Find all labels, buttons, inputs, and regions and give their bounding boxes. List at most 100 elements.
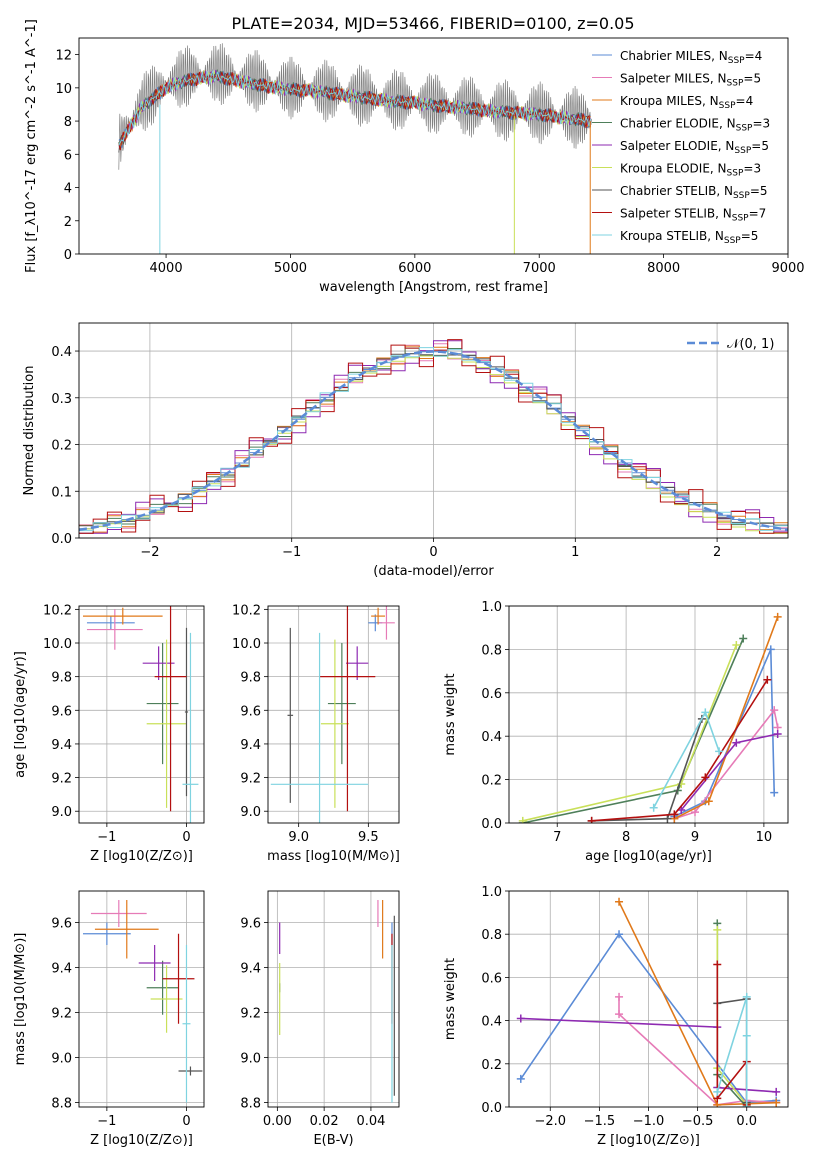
panel-residual-histogram: −2 −1 0 1 2 0.0 0.1 0.2 0.3 0.4 (data-model)/error… xyxy=(22,322,789,579)
y-tick-label: 0.0 xyxy=(481,817,502,832)
y-tick-label: 8.8 xyxy=(240,1097,261,1112)
y-tick-label: 9.6 xyxy=(51,917,72,932)
y-tick-label: 0.4 xyxy=(481,730,502,745)
y-tick-label: 10.2 xyxy=(232,603,261,618)
y-tick-label: 0.0 xyxy=(481,1101,502,1116)
y-tick-label: 0.0 xyxy=(51,532,72,547)
y-tick-label: 10 xyxy=(55,82,72,97)
histogram-salpeter-stelib xyxy=(79,339,788,534)
marker-chabrier-stelib xyxy=(663,814,672,823)
y-tick-label: 0.3 xyxy=(51,392,72,407)
legend-subscript: SSP xyxy=(719,101,736,111)
legend-label: Kroupa MILES, NSSP=4 xyxy=(620,94,753,111)
plot-area xyxy=(118,43,592,254)
y-tick-label: 0.8 xyxy=(481,643,502,658)
x-tick-label: 0 xyxy=(429,545,437,560)
legend-label: Kroupa ELODIE, NSSP=3 xyxy=(620,162,761,179)
x-tick-label: 0.02 xyxy=(310,1114,339,1129)
series-line-kroupa-miles xyxy=(673,616,779,820)
marker-kroupa-stelib xyxy=(701,708,710,717)
y-tick-label: 9.8 xyxy=(240,671,261,686)
y-tick-label: 9.4 xyxy=(51,962,72,977)
y-tick-label: 9.6 xyxy=(240,917,261,932)
series-line-salpeter-stelib xyxy=(591,679,768,822)
x-tick-label: −1 xyxy=(97,1114,116,1129)
x-tick-label: 0 xyxy=(182,1114,190,1129)
plot-area xyxy=(270,606,395,823)
panel-mass-vs-ebv: 0.00 0.02 0.04 8.8 9.0 9.2 9.4 9.6 E(B-V) xyxy=(240,890,400,1148)
legend-label: 𝒩(0, 1) xyxy=(727,337,774,352)
marker-kroupa-stelib xyxy=(742,992,751,1001)
x-tick-label: 5000 xyxy=(274,261,307,276)
axes-frame xyxy=(78,322,789,539)
panel-mass-weight-vs-Z: −2.0 −1.5 −1.0 −0.5 0.0 0.0 0.2 0.4 0.6 0.8 1.0 Z [… xyxy=(443,885,789,1148)
axes-frame xyxy=(508,605,789,824)
plot-area xyxy=(82,900,203,1103)
y-tick-label: 9.0 xyxy=(240,1052,261,1067)
series-line-kroupa-elodie xyxy=(522,644,738,822)
y-tick-label: 6 xyxy=(64,148,72,163)
marker-kroupa-miles xyxy=(704,797,713,806)
marker-salpeter-elodie xyxy=(516,1014,525,1023)
y-tick-label: 1.0 xyxy=(481,885,502,900)
y-tick-label: 9.6 xyxy=(240,704,261,719)
legend-suffix: =5 xyxy=(751,139,769,153)
y-tick-label: 9.2 xyxy=(51,1007,72,1022)
gaussian-curve xyxy=(79,350,788,532)
x-tick-label: −1 xyxy=(97,830,116,845)
legend-suffix: =5 xyxy=(741,229,759,243)
legend-subscript: SSP xyxy=(736,124,753,134)
x-tick-label: 9000 xyxy=(771,261,804,276)
y-tick-label: 2 xyxy=(64,215,72,230)
x-tick-label: 0.0 xyxy=(736,1114,757,1129)
y-tick-label: 0.2 xyxy=(481,774,502,789)
x-tick-label: 7000 xyxy=(523,261,556,276)
marker-chabrier-miles xyxy=(516,1074,525,1083)
y-axis-label: mass weight xyxy=(443,958,458,1040)
axes-frame xyxy=(508,890,789,1108)
marker-salpeter-elodie xyxy=(732,738,741,747)
marker-salpeter-stelib xyxy=(670,810,679,819)
x-axis-label: wavelength [Angstrom, rest frame] xyxy=(319,280,548,295)
marker-salpeter-miles xyxy=(615,992,624,1001)
legend-suffix: =4 xyxy=(736,94,754,108)
x-tick-label: 10 xyxy=(756,830,773,845)
series-line-kroupa-stelib xyxy=(716,996,748,1107)
panel-mass-vs-Z: −1 0 8.8 9.0 9.2 9.4 9.6 Z [log10(Z/Z⊙)] mass [l… xyxy=(13,890,205,1148)
x-tick-label: −2.0 xyxy=(534,1114,566,1129)
x-tick-label: 1 xyxy=(571,545,579,560)
x-tick-label: 8 xyxy=(622,830,630,845)
x-tick-label: 2 xyxy=(713,545,721,560)
y-tick-label: 1.0 xyxy=(481,600,502,615)
x-tick-label: 9.5 xyxy=(358,830,379,845)
axes-frame xyxy=(78,37,789,255)
marker-salpeter-stelib xyxy=(587,816,596,823)
x-tick-label: 0.00 xyxy=(263,1114,292,1129)
x-axis-label: (data-model)/error xyxy=(373,564,494,579)
y-tick-label: 0.6 xyxy=(481,687,502,702)
marker-salpeter-miles xyxy=(770,706,779,715)
legend-label: Chabrier MILES, NSSP=4 xyxy=(620,49,762,66)
y-axis-label: Normed distribution xyxy=(22,366,37,496)
legend-label: Chabrier STELIB, NSSP=5 xyxy=(620,184,768,201)
x-tick-label: 0 xyxy=(182,830,190,845)
legend-suffix: =5 xyxy=(750,184,768,198)
axes-frame xyxy=(78,605,205,824)
legend-suffix: =7 xyxy=(749,207,767,221)
marker-chabrier-miles xyxy=(766,645,775,654)
x-tick-label: 6000 xyxy=(398,261,431,276)
x-tick-label: 9.0 xyxy=(288,830,309,845)
axes-frame xyxy=(267,605,400,824)
x-axis-label: Z [log10(Z/Z⊙)] xyxy=(90,1133,193,1148)
y-tick-label: 8 xyxy=(64,115,72,130)
panel-age-vs-mass: 9.0 9.5 9.0 9.2 9.4 9.6 9.8 10.0 10.2 mass [log10… xyxy=(232,603,400,864)
y-tick-label: 8.8 xyxy=(51,1097,72,1112)
plot-area xyxy=(79,339,788,534)
y-tick-label: 9.2 xyxy=(240,772,261,787)
series-line-salpeter-miles xyxy=(674,708,779,820)
y-axis-label: mass [log10(M/M⊙)] xyxy=(13,933,28,1066)
histogram-salpeter-elodie xyxy=(79,340,788,534)
marker-salpeter-stelib xyxy=(701,773,710,782)
y-tick-label: 9.6 xyxy=(51,704,72,719)
y-tick-label: 9.0 xyxy=(51,805,72,820)
